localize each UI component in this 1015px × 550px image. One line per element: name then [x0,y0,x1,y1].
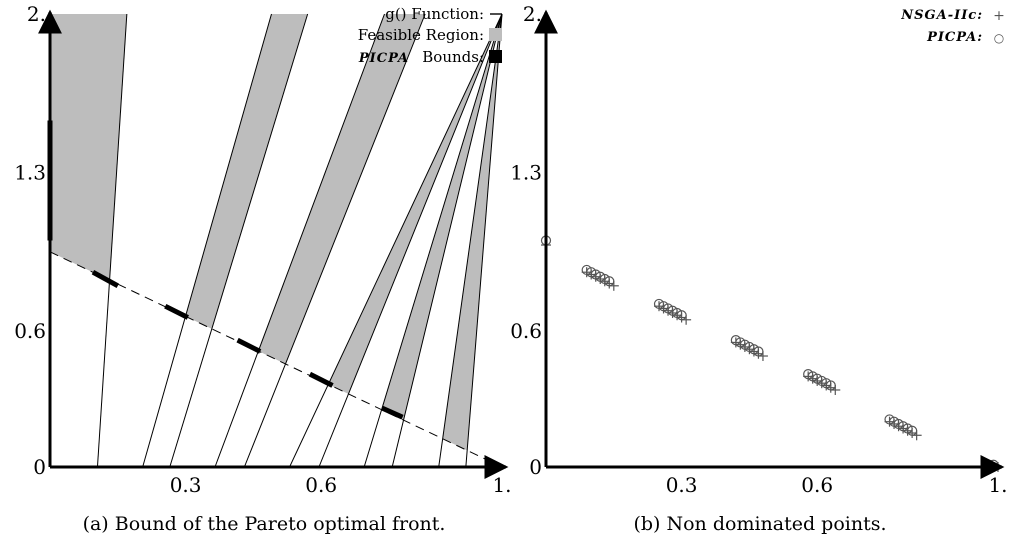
picpa-point [753,346,764,357]
feasible-band [214,14,426,467]
panel-b-scatter-chart: 0.3 0.6 1. 0 0.6 1.3 2. NSGA-IIc: + PICPA: ○ (… [510,2,1007,535]
legend-nsga-label: NSGA-IIc: [900,8,983,23]
band-edge [214,13,385,467]
bound-segment [381,405,404,420]
feasible-regions [50,14,502,467]
band-edge-lines [50,13,503,467]
legend-feasible-label: Feasible Region: [358,26,484,44]
bound-segment [91,270,119,288]
x-tick-label: 0.6 [305,473,337,497]
band-edge [289,13,503,467]
y-tick-label: 0 [33,455,46,479]
legend-bounds-prefix: PICPA [358,51,409,66]
band-edge [96,13,128,467]
band-edge [363,13,503,467]
g-function-line [49,251,503,468]
y-tick-label: 1.3 [14,161,46,185]
x-tick-label: 0.3 [170,473,202,497]
legend-bounds-label: Bounds: [422,48,484,66]
band-edge [142,13,272,467]
legend-feasible-symbol [489,28,502,41]
axis-ticks: 0.3 0.6 1. 0 0.6 1.3 2. [510,2,1007,497]
picpa-point [825,380,836,391]
legend-a: g() Function: Feasible Region: Bounds: P… [358,5,502,66]
caption-a: (a) Bound of the Pareto optimal front. [83,513,446,535]
bound-segment [164,303,189,320]
x-tick-label: 1. [988,473,1007,497]
y-tick-label: 2. [27,2,46,26]
legend-bounds-symbol [489,50,502,63]
band-edge [318,13,503,467]
bound-segment [236,337,262,354]
x-tick-label: 0.6 [801,473,833,497]
legend-picpa-label: PICPA: [926,30,983,45]
bound-segment [308,371,334,388]
legend-nsga-symbol: + [993,8,1005,24]
x-tick-label: 0.3 [666,473,698,497]
y-tick-label: 1.3 [510,161,542,185]
legend-g-function-label: g() Function: [385,5,484,23]
axis-ticks: 0.3 0.6 1. 0 0.6 1.3 2. [14,2,511,497]
picpa-point [676,310,687,321]
x-tick-label: 1. [492,473,511,497]
band-edge [391,13,503,467]
caption-b: (b) Non dominated points. [633,513,886,535]
band-edge [169,13,309,467]
scatter-points [540,235,1003,472]
y-tick-label: 0.6 [14,319,46,343]
picpa-point [907,425,918,436]
legend-picpa-symbol: ○ [994,31,1004,45]
picpa-point [604,276,615,287]
y-tick-label: 0.6 [510,319,542,343]
panel-a-bound-chart: 0.3 0.6 1. 0 0.6 1.3 2. g() Function: Feasible… [14,2,511,535]
y-tick-label: 0 [529,455,542,479]
band-edge [465,13,503,467]
y-tick-label: 2. [523,2,542,26]
band-edge [243,13,426,467]
legend-b: NSGA-IIc: + PICPA: ○ [900,8,1005,45]
band-edge [438,13,503,467]
